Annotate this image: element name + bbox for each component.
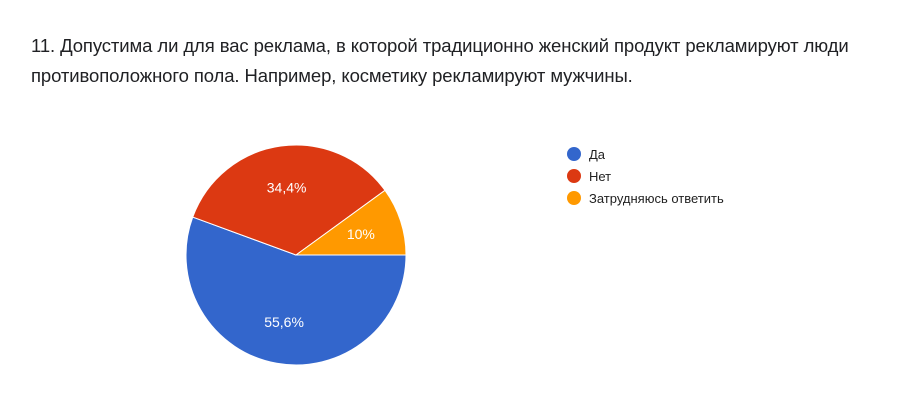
pie-slice-yes[interactable] <box>185 216 407 366</box>
legend-dot-icon <box>567 169 581 183</box>
slice-label: 10% <box>347 226 375 242</box>
chart-legend: Да Нет Затрудняюсь ответить <box>567 143 724 209</box>
slice-label: 55,6% <box>264 314 304 330</box>
legend-label: Затрудняюсь ответить <box>589 190 724 206</box>
pie-slice-no[interactable] <box>192 144 386 256</box>
legend-label: Да <box>589 146 606 162</box>
pie-slice-unsure[interactable] <box>294 189 407 256</box>
legend-item-yes[interactable]: Да <box>567 143 724 165</box>
legend-dot-icon <box>567 191 581 205</box>
legend-item-unsure[interactable]: Затрудняюсь ответить <box>567 187 724 209</box>
slice-label: 34,4% <box>267 179 307 195</box>
question-title: 11. Допустима ли для вас реклама, в кото… <box>31 35 849 86</box>
legend-dot-icon <box>567 147 581 161</box>
legend-item-no[interactable]: Нет <box>567 165 724 187</box>
legend-label: Нет <box>589 168 612 184</box>
